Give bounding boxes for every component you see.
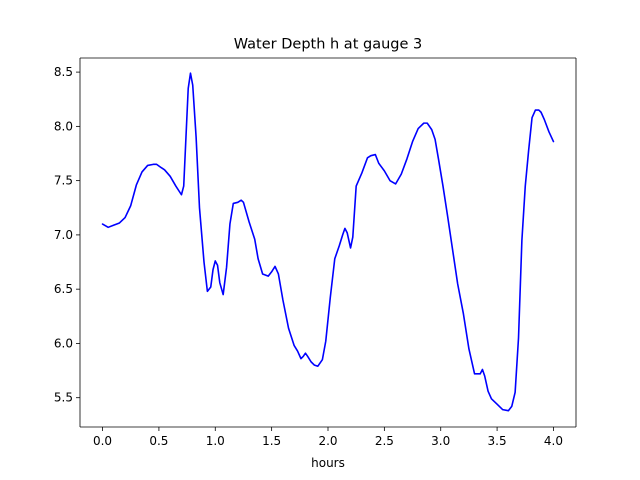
y-tick-label: 5.5 (54, 391, 73, 405)
y-tick-label: 7.0 (54, 228, 73, 242)
y-tick-label: 6.5 (54, 282, 73, 296)
y-tick-label: 6.0 (54, 336, 73, 350)
x-tick-label: 2.0 (318, 434, 337, 448)
plot-area: 0.0 0.5 1.0 1.5 2.0 2.5 3.0 3.5 4.0 5.5 6.0 6.5 7.0 7… (54, 57, 577, 448)
y-tick-label: 7.5 (54, 174, 73, 188)
x-tick-label: 0.0 (93, 434, 112, 448)
x-tick-label: 0.5 (149, 434, 168, 448)
x-tick-label: 2.5 (375, 434, 394, 448)
x-tick-label: 3.0 (431, 434, 450, 448)
x-tick-label: 4.0 (544, 434, 563, 448)
x-axis-title: hours (311, 456, 345, 470)
y-tick-label: 8.5 (54, 65, 73, 79)
y-tick-label: 8.0 (54, 119, 73, 133)
x-tick-label: 1.5 (262, 434, 281, 448)
x-tick-label: 1.0 (206, 434, 225, 448)
chart-title: Water Depth h at gauge 3 (234, 37, 422, 53)
x-tick-label: 3.5 (488, 434, 507, 448)
series-line-0 (101, 72, 555, 412)
